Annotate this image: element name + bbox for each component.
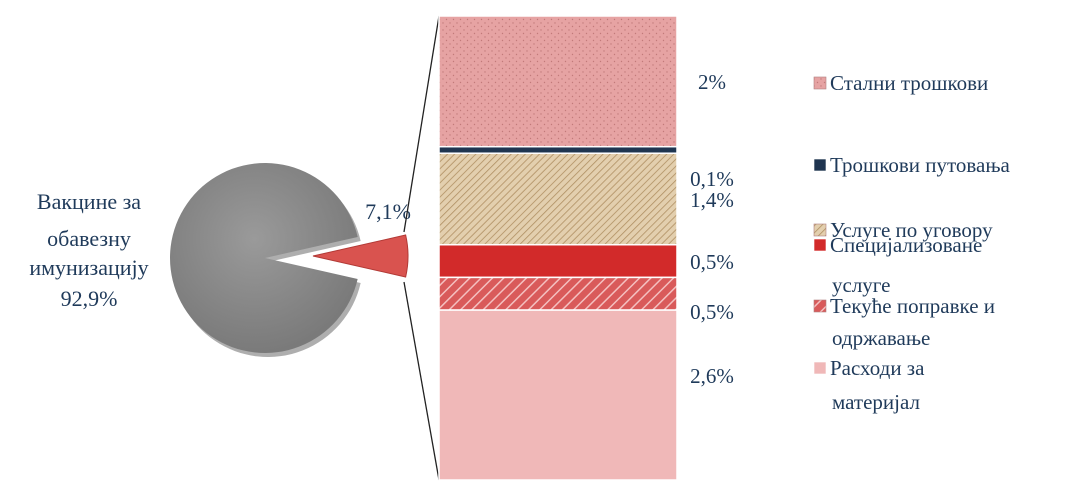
legend-swatch-1: [813, 158, 827, 172]
legend-label-3: услуге: [832, 273, 890, 297]
pie-label-vaccines: обавезну: [47, 226, 131, 251]
legend-swatch-2: [813, 223, 827, 237]
pie-label-other: 7,1%: [365, 199, 411, 224]
bar-segment-5: [438, 309, 678, 481]
pie-group: Вакцине за обавезну имунизацију 92,9% 7,1%: [29, 163, 411, 358]
bar-segment-2: [438, 152, 678, 246]
bar-segment-3: [438, 243, 678, 279]
legend-label-4: Текуће поправке и: [830, 294, 995, 318]
bar-value-label-2: 1,4%: [690, 188, 734, 212]
connector-lines: [403, 15, 440, 481]
legend: Стални трошкови Трошкови путовања Услуге п…: [813, 71, 1011, 414]
bar-value-label-5: 2,6%: [690, 364, 734, 388]
connector-bottom: [403, 281, 440, 481]
bar-value-label-0: 2%: [698, 70, 726, 94]
legend-label-4: одржавање: [832, 326, 930, 350]
bar-segment-1: [438, 145, 678, 154]
bar-value-label-3: 0,5%: [690, 250, 734, 274]
legend-label-0: Стални трошкови: [830, 71, 988, 95]
legend-label-2: Услуге по уговору: [830, 218, 993, 242]
bar-segment-4: [438, 276, 678, 311]
pie-label-vaccines: 92,9%: [61, 286, 118, 311]
bar-value-label-4: 0,5%: [690, 300, 734, 324]
pie-slice-other: [312, 234, 409, 278]
connector-top: [403, 15, 440, 233]
legend-label-5: материјал: [832, 390, 920, 414]
pie-label-vaccines: имунизацију: [29, 255, 148, 280]
bar-value-labels: 2% 0,1%1,4% 0,5% 0,5% 2,6%: [690, 70, 734, 388]
legend-label-1: Трошкови путовања: [830, 153, 1011, 177]
stacked-bar-group: [438, 15, 678, 481]
legend-swatch-5: [813, 361, 827, 375]
legend-swatch-4: [813, 299, 827, 313]
bar-segment-0: [438, 15, 678, 148]
legend-swatch-0: [813, 76, 827, 90]
legend-label-5: Расходи за: [830, 356, 925, 380]
bar-value-label-1: 0,1%: [690, 167, 734, 191]
legend-swatch-3: [813, 238, 827, 252]
legend-label-3: Специјализоване: [830, 233, 982, 257]
pie-label-vaccines: Вакцине за: [37, 189, 141, 214]
pie-slice-vaccines: [170, 163, 358, 354]
